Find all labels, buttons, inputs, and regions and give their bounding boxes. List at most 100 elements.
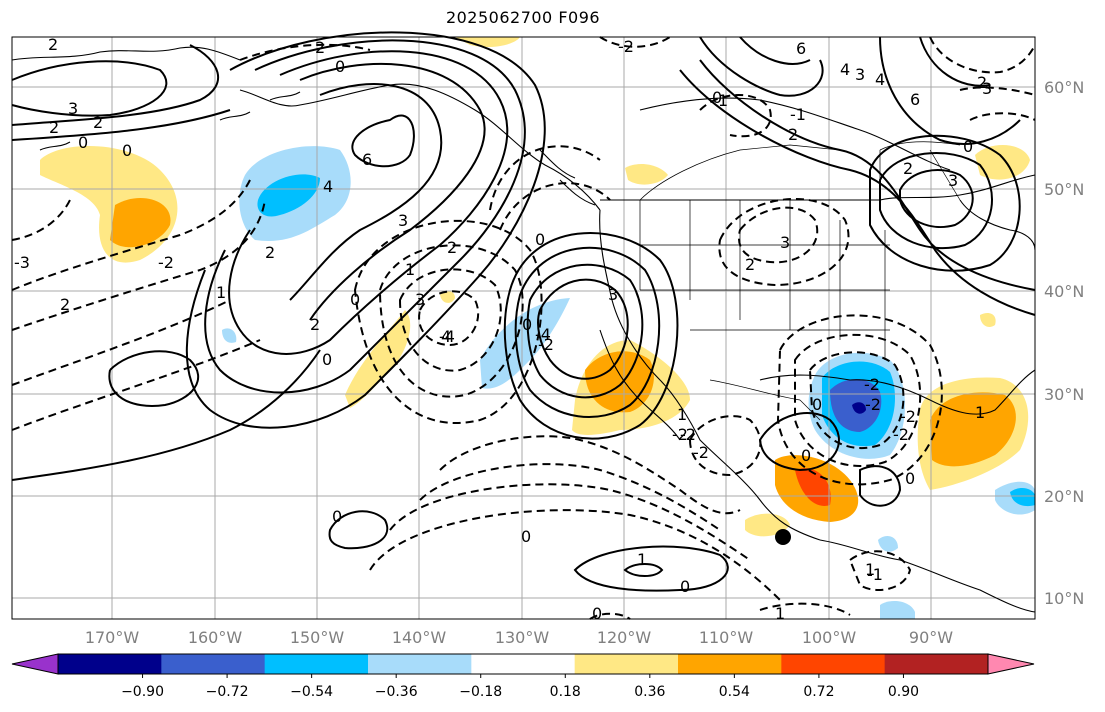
contour-label: 0 — [332, 507, 342, 526]
colorbar: −0.90 −0.72 −0.54 −0.36 −0.18 0.18 0.36 0.54 0.7… — [11, 653, 1035, 700]
fill-positive-small — [440, 290, 455, 303]
contour-label: -3 — [14, 253, 30, 272]
fill-negative-small-w — [222, 328, 237, 343]
fill-positive-east-core — [930, 392, 1016, 467]
contour-label: 0 — [521, 527, 531, 546]
contour-label: 0 — [335, 57, 345, 76]
contour-label: 0 — [78, 133, 88, 152]
contour-label: 0 — [905, 469, 915, 488]
fill-positive-north — [455, 37, 520, 48]
contour-labels: 2 2 2 3 2 0 0 3 6 2 1 0 0 2 0 4 3 2 1 3 … — [14, 35, 992, 623]
lat-label: 10°N — [1044, 589, 1084, 608]
contour-label: -2 — [900, 407, 916, 426]
fill-negative-gulf-peak — [852, 402, 866, 414]
map-border — [11, 36, 1036, 620]
longitude-labels: 170°W 160°W 150°W 140°W 130°W 120°W 110°… — [85, 628, 953, 647]
contour-label: -2 — [864, 375, 880, 394]
contour-label: 2 — [745, 255, 755, 274]
contour-label: -2 — [158, 253, 174, 272]
colorbar-tick-label: 0.90 — [888, 684, 919, 700]
contour-label: 2 — [48, 35, 58, 54]
contour-label: -2 — [893, 425, 909, 444]
lon-label: 170°W — [85, 628, 140, 647]
contour-label: 1 — [405, 260, 415, 279]
contour-label: 4 — [441, 327, 451, 346]
lon-label: 140°W — [392, 628, 447, 647]
lon-label: 130°W — [495, 628, 550, 647]
contour-label: 0 — [322, 350, 332, 369]
colorbar-tick-label: 0.18 — [550, 684, 581, 700]
lon-label: 90°W — [909, 628, 953, 647]
contour-label: -1 — [790, 105, 806, 124]
lat-label: 60°N — [1044, 78, 1084, 97]
colorbar-tick-label: −0.36 — [375, 684, 418, 700]
contour-label: 3 — [948, 171, 958, 190]
colorbar-cell — [161, 654, 266, 674]
colorbar-tick-label: 0.36 — [634, 684, 665, 700]
graticule — [12, 37, 1035, 619]
contour-label: -1 — [867, 565, 883, 584]
contour-label: -2 — [538, 335, 554, 354]
fill-positive-streak — [345, 310, 411, 408]
contour-label: 0 — [522, 315, 532, 334]
colorbar-cell — [368, 654, 472, 674]
fill-positive-canada — [625, 164, 668, 185]
contour-label: 0 — [712, 88, 722, 107]
contour-label: 6 — [362, 150, 372, 169]
map-title: 2025062700 F096 — [445, 8, 601, 27]
contour-label: 1 — [775, 604, 785, 623]
lon-label: 100°W — [802, 628, 857, 647]
contour-label: 4 — [840, 60, 850, 79]
contour-label: 2 — [977, 73, 987, 92]
colorbar-outline — [57, 653, 989, 675]
fill-negative-south — [880, 600, 915, 619]
contour-label: 6 — [796, 39, 806, 58]
colorbar-tick-label: −0.90 — [121, 684, 164, 700]
contour-label: 2 — [447, 238, 457, 257]
latitude-labels: 60°N 50°N 40°N 30°N 20°N 10°N — [1044, 78, 1084, 608]
contour-label: 1 — [865, 560, 875, 579]
contour-label: 3 — [415, 290, 425, 309]
lat-label: 50°N — [1044, 180, 1084, 199]
contour-label: -4 — [439, 327, 455, 346]
contours-positive — [11, 31, 1036, 592]
fill-positive-west-core — [110, 197, 171, 248]
colorbar-cell — [471, 654, 576, 674]
lon-label: 110°W — [699, 628, 754, 647]
contour-label: 0 — [592, 604, 602, 623]
contour-label: 2 — [265, 243, 275, 262]
colorbar-tick-label: −0.72 — [206, 684, 249, 700]
lat-label: 40°N — [1044, 282, 1084, 301]
fill-negative-goa-core — [257, 174, 320, 217]
contour-label: 1 — [975, 403, 985, 422]
contour-label: 0 — [963, 137, 973, 156]
fill-negative-small-s — [878, 536, 898, 552]
location-marker — [775, 529, 791, 545]
contour-label: 2 — [788, 125, 798, 144]
fill-negative-caribbean-core — [1010, 488, 1035, 507]
contour-label: 1 — [677, 405, 687, 424]
contour-label: 4 — [875, 70, 885, 89]
contour-label: 0 — [122, 141, 132, 160]
colorbar-tick-label: −0.54 — [290, 684, 333, 700]
colorbar-cell — [678, 654, 782, 674]
contour-label: 3 — [608, 285, 618, 304]
colorbar-cell — [58, 654, 162, 674]
contour-label: 2 — [315, 38, 325, 57]
colorbar-tick-label: 0.54 — [719, 684, 750, 700]
contour-label: 0 — [680, 577, 690, 596]
fill-positive-small-ne — [980, 313, 996, 327]
colorbar-tick-label: 0.72 — [803, 684, 834, 700]
contour-label: -2 — [672, 425, 688, 444]
colorbar-extend-high — [987, 653, 1035, 675]
fill-positive-northeast — [975, 144, 1030, 180]
colorbar-cell — [884, 654, 989, 674]
contour-label: 2 — [93, 113, 103, 132]
lon-label: 160°W — [188, 628, 243, 647]
contour-label: -2 — [865, 395, 881, 414]
contour-label: 1 — [216, 283, 226, 302]
contour-label: 0 — [535, 230, 545, 249]
lon-label: 150°W — [290, 628, 345, 647]
contour-label: 3 — [982, 79, 992, 98]
contour-label: 0 — [812, 395, 822, 414]
